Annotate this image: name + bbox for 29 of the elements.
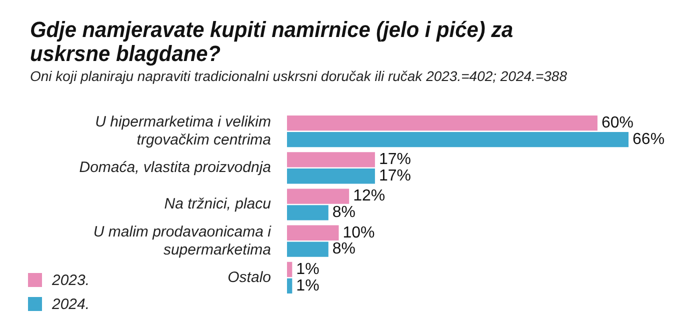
legend-label: 2024. — [52, 296, 90, 312]
chart-title: Gdje namjeravate kupiti namirnice (jelo i piće) za uskrsne blagdane? — [30, 17, 514, 66]
y-tick-label: U malim prodavaonicama i supermarketima — [93, 223, 272, 258]
data-label: 8% — [332, 240, 356, 258]
data-label: 17% — [378, 151, 411, 168]
bar — [287, 152, 375, 168]
data-label: 66% — [632, 130, 665, 148]
data-label: 8% — [332, 204, 356, 222]
bar — [287, 225, 339, 240]
data-label: 60% — [601, 114, 634, 132]
data-label: 17% — [378, 168, 411, 185]
data-label: 1% — [296, 260, 320, 278]
bar — [287, 205, 328, 220]
y-tick-label: Na tržnici, placu — [164, 196, 272, 213]
bar — [287, 188, 350, 204]
data-label: 10% — [342, 224, 375, 242]
data-label: 12% — [353, 188, 386, 205]
bar — [287, 168, 375, 184]
bar — [287, 132, 629, 148]
legend-label: 2023. — [52, 272, 90, 288]
bar — [287, 115, 598, 131]
data-label: 1% — [296, 277, 320, 294]
bar — [287, 262, 292, 278]
bar — [287, 278, 292, 294]
chart-subtitle: Oni koji planiraju napraviti tradicionalni uskrsni doručak ili ručak 2023.=402; 2024.=388 — [30, 68, 567, 84]
y-tick-label: U hipermarketima i velikim trgovačkim centrima — [95, 113, 271, 148]
y-tick-label: Domaća, vlastita proizvodnja — [79, 159, 271, 176]
y-tick-label: Ostalo — [228, 268, 271, 286]
bar — [287, 242, 328, 257]
